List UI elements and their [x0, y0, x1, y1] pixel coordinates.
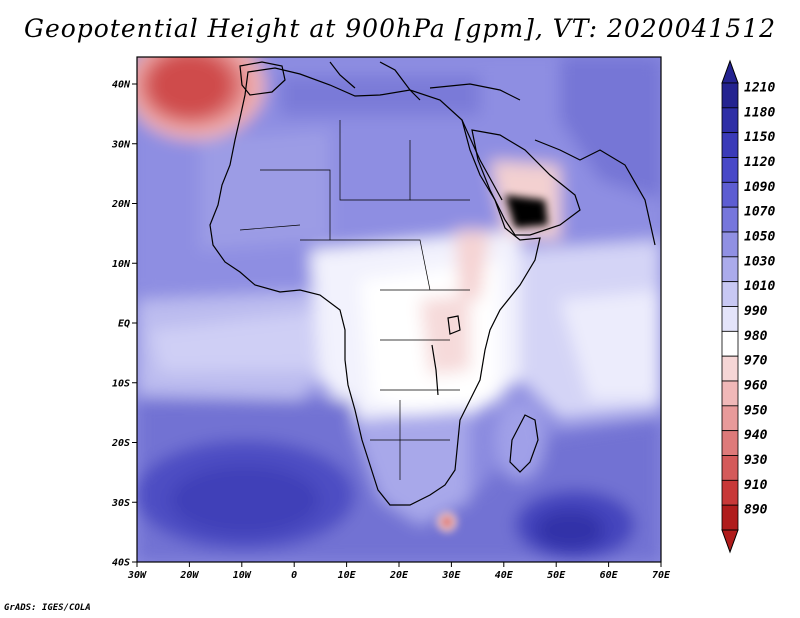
lat-tick-label: 30N	[111, 139, 131, 150]
lon-tick-label: 30E	[441, 570, 461, 581]
colorbar-label: 970	[744, 354, 768, 369]
colorbar-swatch	[721, 455, 739, 481]
lon-tick-label: 20E	[389, 570, 409, 581]
lat-tick-label: 20N	[111, 199, 131, 210]
lat-tick-label: 10N	[112, 259, 131, 270]
colorbar-label: 890	[744, 503, 768, 518]
colorbar: 1210 1180 1150 1120 1090 1070 1050 1030 1010 990 9…	[721, 59, 775, 554]
colorbar-swatch	[721, 157, 739, 183]
colorbar-swatch	[721, 206, 739, 233]
lat-tick-label: 20S	[111, 438, 130, 449]
lon-tick-label: 40E	[495, 570, 514, 581]
colorbar-label: 950	[744, 403, 768, 418]
map-title: Geopotential Height at 900hPa [gpm], VT:…	[23, 14, 777, 43]
colorbar-swatch	[721, 430, 739, 456]
colorbar-top-arrow	[721, 59, 739, 84]
colorbar-bottom-arrow	[721, 529, 739, 554]
colorbar-label: 1150	[744, 130, 775, 145]
colorbar-swatch	[721, 256, 739, 283]
lat-tick-label: 40N	[112, 80, 131, 91]
colorbar-label: 1050	[744, 230, 775, 245]
colorbar-swatch	[721, 504, 739, 531]
lat-tick-label: EQ	[118, 319, 130, 330]
colorbar-swatch	[721, 306, 739, 332]
colorbar-label: 990	[744, 304, 768, 319]
lon-tick-label: 60E	[600, 570, 619, 581]
lon-tick-label: 70E	[652, 570, 671, 581]
colorbar-label: 910	[744, 478, 768, 493]
lat-tick-label: 30S	[111, 498, 130, 509]
colorbar-label: 940	[744, 428, 768, 443]
height-field-shading	[137, 57, 661, 562]
colorbar-swatch	[721, 82, 739, 109]
grads-credit: GrADS: IGES/COLA	[4, 603, 91, 613]
lon-tick-label: 0	[291, 570, 297, 581]
colorbar-swatch	[721, 479, 739, 506]
lon-tick-label: 20W	[179, 570, 199, 581]
map-plot-area	[137, 57, 661, 562]
colorbar-swatch	[721, 355, 739, 382]
colorbar-swatch	[721, 181, 739, 208]
colorbar-swatch	[721, 231, 739, 258]
lat-tick-label: 40S	[112, 558, 130, 569]
colorbar-label: 930	[744, 453, 768, 468]
coastlines	[209, 61, 656, 506]
longitude-axis: 30W 20W 10W 0 10E 20E 30E 40E 50E 60E 70E	[127, 562, 671, 581]
lon-tick-label: 10W	[233, 570, 252, 581]
colorbar-swatch	[721, 281, 739, 307]
colorbar-label: 1210	[744, 81, 775, 96]
colorbar-label: 1070	[744, 205, 775, 220]
colorbar-label: 980	[744, 329, 768, 344]
lon-tick-label: 30W	[127, 570, 147, 581]
colorbar-swatch	[721, 107, 739, 134]
colorbar-swatch	[721, 132, 739, 158]
colorbar-label: 960	[744, 379, 768, 394]
lat-tick-label: 10S	[112, 378, 130, 389]
colorbar-label: 1180	[744, 105, 775, 120]
latitude-axis: 40N 30N 20N 10N EQ 10S 20S 30S 40S	[111, 80, 137, 569]
lon-tick-label: 50E	[547, 570, 566, 581]
colorbar-label: 1010	[744, 279, 775, 294]
colorbar-swatch	[721, 330, 739, 357]
colorbar-swatch	[721, 380, 739, 407]
colorbar-swatch	[721, 405, 739, 432]
colorbar-label: 1120	[744, 155, 775, 170]
colorbar-label: 1090	[744, 180, 775, 195]
lon-tick-label: 10E	[338, 570, 357, 581]
colorbar-label: 1030	[744, 254, 775, 269]
